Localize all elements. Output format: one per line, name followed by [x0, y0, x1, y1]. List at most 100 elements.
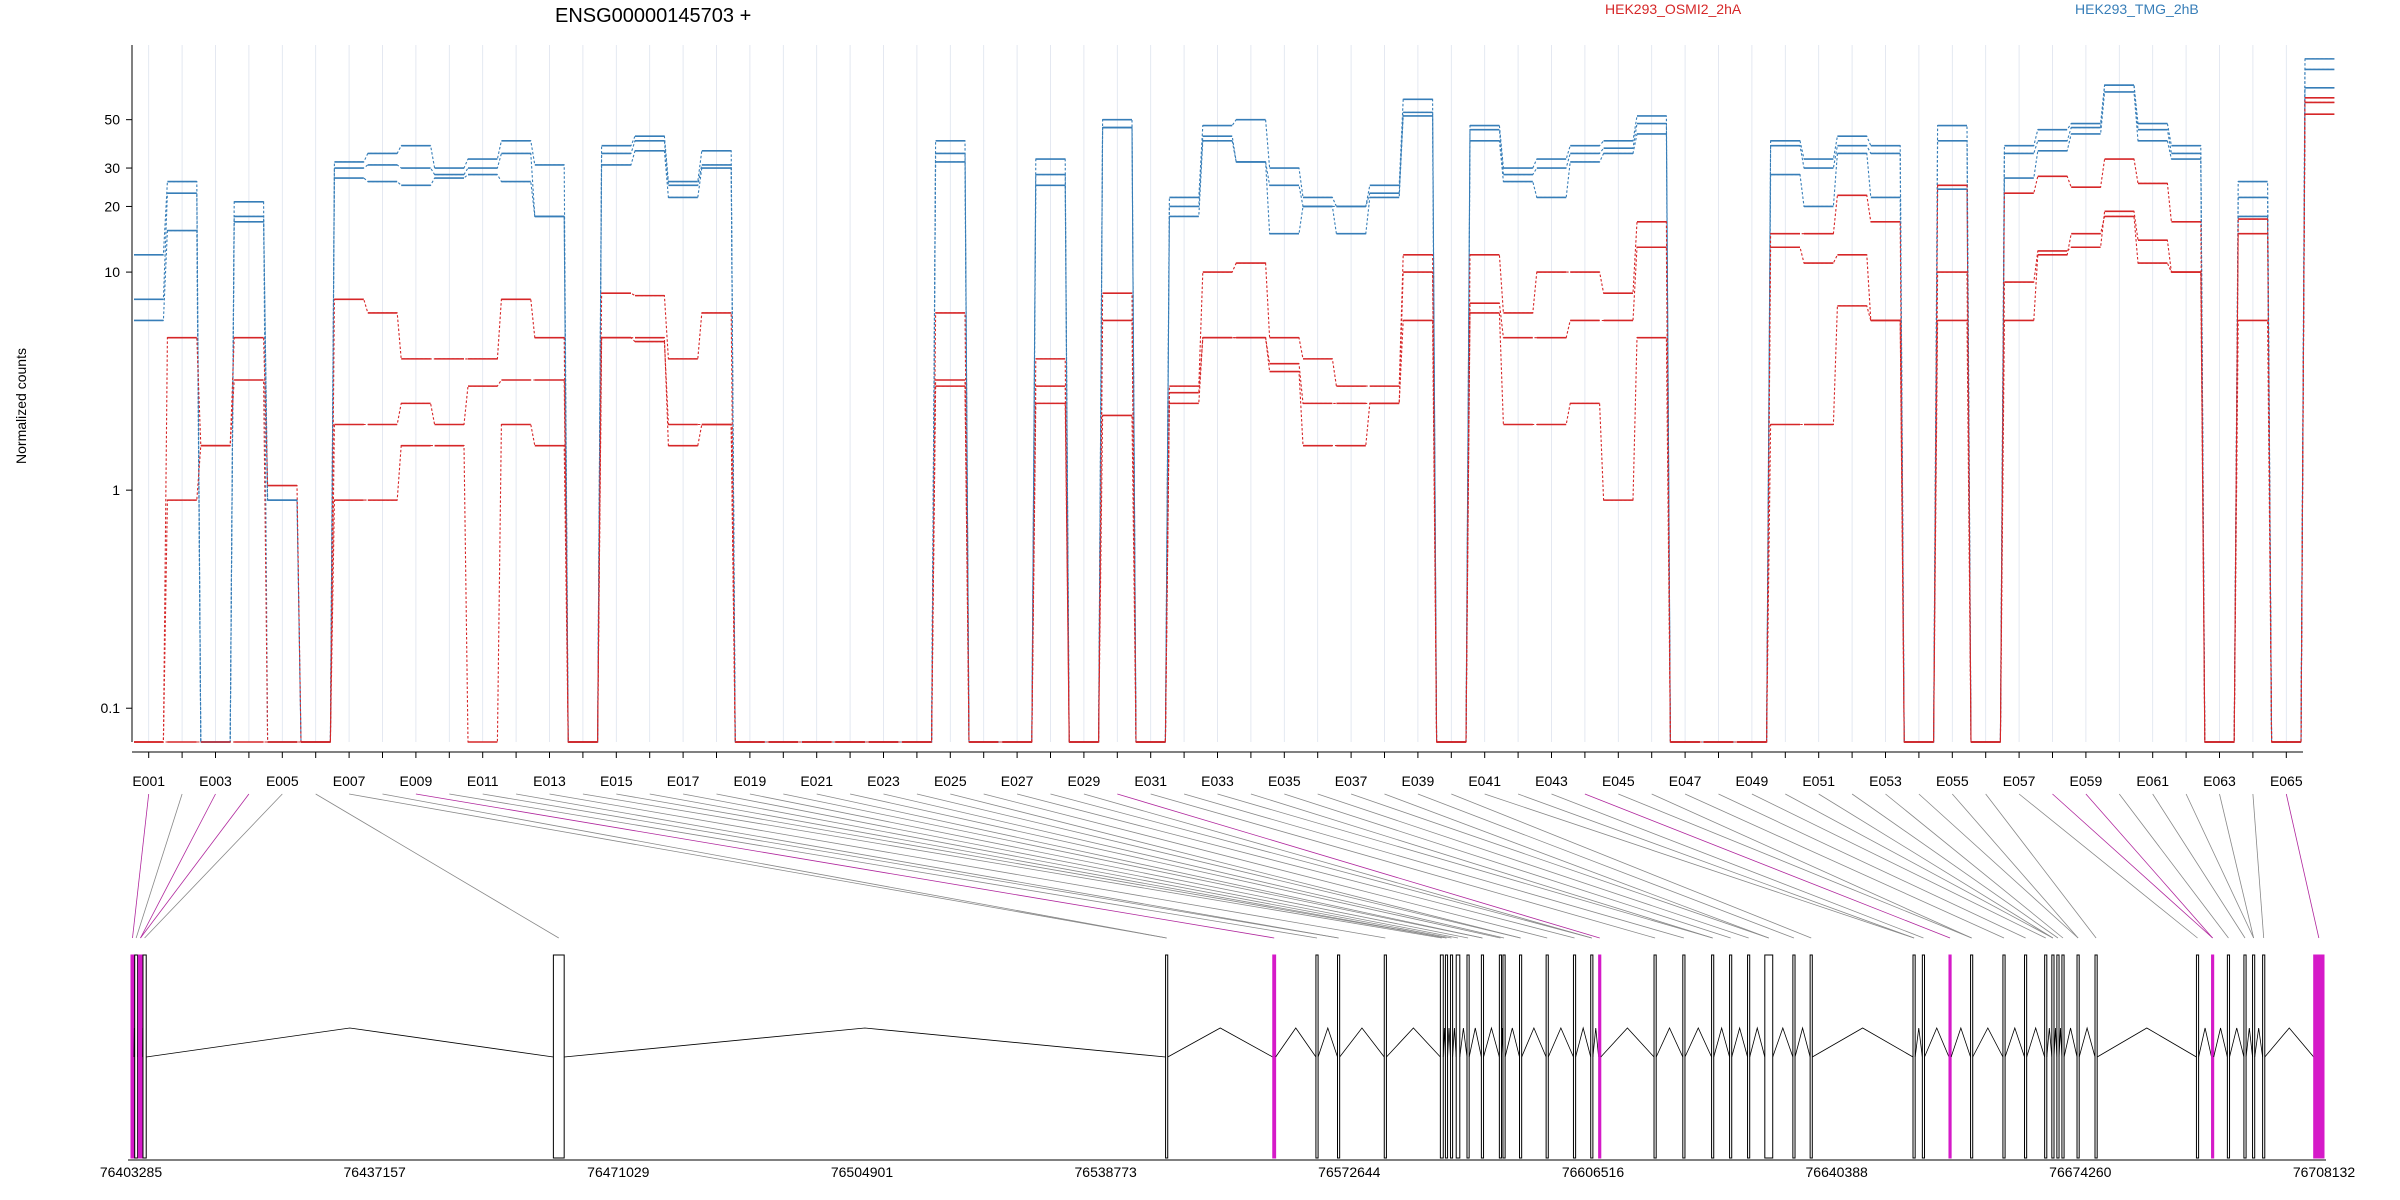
x-tick-label: E039 — [1402, 773, 1435, 789]
x-ticks: E001 E003 E005 E007 E009 E011 E013 E015 E017 E019… — [132, 752, 2303, 789]
exon-box — [1383, 954, 1387, 1159]
x-tick-label: E063 — [2203, 773, 2236, 789]
x-tick-label: E047 — [1669, 773, 1702, 789]
intron-line — [146, 1027, 554, 1058]
genome-tick-label: 76437157 — [344, 1164, 407, 1180]
x-tick-label: E025 — [934, 773, 967, 789]
genome-tick-label: 76674260 — [2049, 1164, 2112, 1180]
x-tick-label: E017 — [667, 773, 700, 789]
exon-box — [1948, 954, 1952, 1159]
exon-link — [1985, 793, 2097, 939]
exon-box — [1502, 954, 1506, 1159]
intron-line — [1772, 1026, 1794, 1058]
exon-link — [449, 793, 1318, 939]
exon-link — [2118, 793, 2229, 939]
exon-link — [1150, 793, 1656, 939]
exon-box — [2262, 954, 2266, 1159]
exon-link — [1684, 793, 2005, 939]
intron-line — [1924, 1026, 1950, 1058]
exon-link — [2285, 793, 2320, 939]
exon-link — [1618, 793, 1972, 939]
exon-box — [1792, 954, 1796, 1159]
y-tick-label: 10 — [104, 264, 120, 280]
genome-ticks: 76403285 76437157 76471029 76504901 76538773… — [100, 1164, 2356, 1180]
intron-line — [2063, 1027, 2078, 1058]
exon-link — [1016, 793, 1575, 939]
intron-line — [1731, 1026, 1748, 1058]
intron-line — [1592, 1027, 1600, 1058]
exon-box — [1519, 954, 1523, 1159]
genome-tick-label: 76572644 — [1318, 1164, 1381, 1180]
exon-link — [1417, 793, 1795, 939]
exon-link — [683, 793, 1452, 939]
exon-link — [382, 793, 1167, 939]
x-tick-label: E053 — [1869, 773, 1902, 789]
intron-line — [2254, 1027, 2264, 1058]
exon-link — [1851, 793, 2059, 939]
exon-box — [1764, 954, 1774, 1159]
x-tick-label: E059 — [2070, 773, 2103, 789]
series-3-line — [134, 97, 2335, 743]
exon-link — [1951, 793, 2079, 939]
intron-line — [2264, 1027, 2315, 1058]
x-tick-label: E031 — [1134, 773, 1167, 789]
exon-link — [2152, 793, 2246, 939]
exon-link — [950, 793, 1521, 939]
exon-link — [415, 793, 1275, 939]
genome-tick-label: 76640388 — [1806, 1164, 1869, 1180]
genome-tick-label: 76708132 — [2293, 1164, 2356, 1180]
intron-line — [1452, 1027, 1457, 1058]
genome-tick-label: 76471029 — [587, 1164, 650, 1180]
exon-link — [516, 793, 1339, 939]
x-tick-label: E057 — [2003, 773, 2036, 789]
x-tick-label: E065 — [2270, 773, 2303, 789]
x-tick-label: E021 — [800, 773, 833, 789]
legend-tmg: HEK293_TMG_2hB — [2075, 1, 2199, 17]
exon-box — [1315, 954, 1319, 1159]
exon-box — [1480, 954, 1485, 1159]
series-lines — [134, 58, 2335, 743]
x-tick-label: E015 — [600, 773, 633, 789]
exon-link — [132, 793, 150, 939]
gene-model — [128, 954, 2326, 1161]
y-tick-label: 0.1 — [101, 700, 121, 716]
y-tick-label: 1 — [112, 482, 120, 498]
exon-link — [2085, 793, 2213, 939]
exon-link — [783, 793, 1483, 939]
exon-link — [1517, 793, 1915, 939]
exon-link — [1818, 793, 2054, 939]
x-tick-label: E051 — [1802, 773, 1835, 789]
intron-line — [2078, 1026, 2096, 1058]
intron-line — [1914, 1027, 1923, 1058]
exon-box — [1921, 954, 1926, 1159]
x-tick-label: E035 — [1268, 773, 1301, 789]
x-tick-label: E007 — [333, 773, 366, 789]
exon-link — [1918, 793, 2079, 939]
x-tick-label: E023 — [867, 773, 900, 789]
exon-box — [1729, 954, 1733, 1159]
chart-title: ENSG00000145703 + — [555, 5, 751, 27]
exon-box — [2195, 954, 2200, 1159]
exon-link — [1250, 793, 1713, 939]
intron-line — [1655, 1027, 1684, 1058]
intron-line — [1600, 1027, 1655, 1058]
exon-box — [2024, 954, 2028, 1159]
genome-tick-label: 76538773 — [1075, 1164, 1138, 1180]
exon-box — [2313, 954, 2325, 1159]
intron-line — [2198, 1027, 2212, 1058]
exon-link — [144, 793, 283, 939]
exon-link — [140, 793, 216, 939]
exon-link — [1183, 793, 1684, 939]
intron-line — [1575, 1026, 1592, 1058]
intron-line — [1521, 1026, 1547, 1058]
exon-box — [1653, 954, 1657, 1159]
exon-link — [916, 793, 1521, 939]
genome-tick-label: 76403285 — [100, 1164, 163, 1180]
exon-link — [1551, 793, 1924, 939]
series-5-line — [134, 113, 2335, 743]
exon-box — [130, 954, 135, 1159]
x-tick-label: E061 — [2136, 773, 2169, 789]
intron-line — [2004, 1026, 2025, 1058]
exon-box — [2094, 954, 2098, 1159]
